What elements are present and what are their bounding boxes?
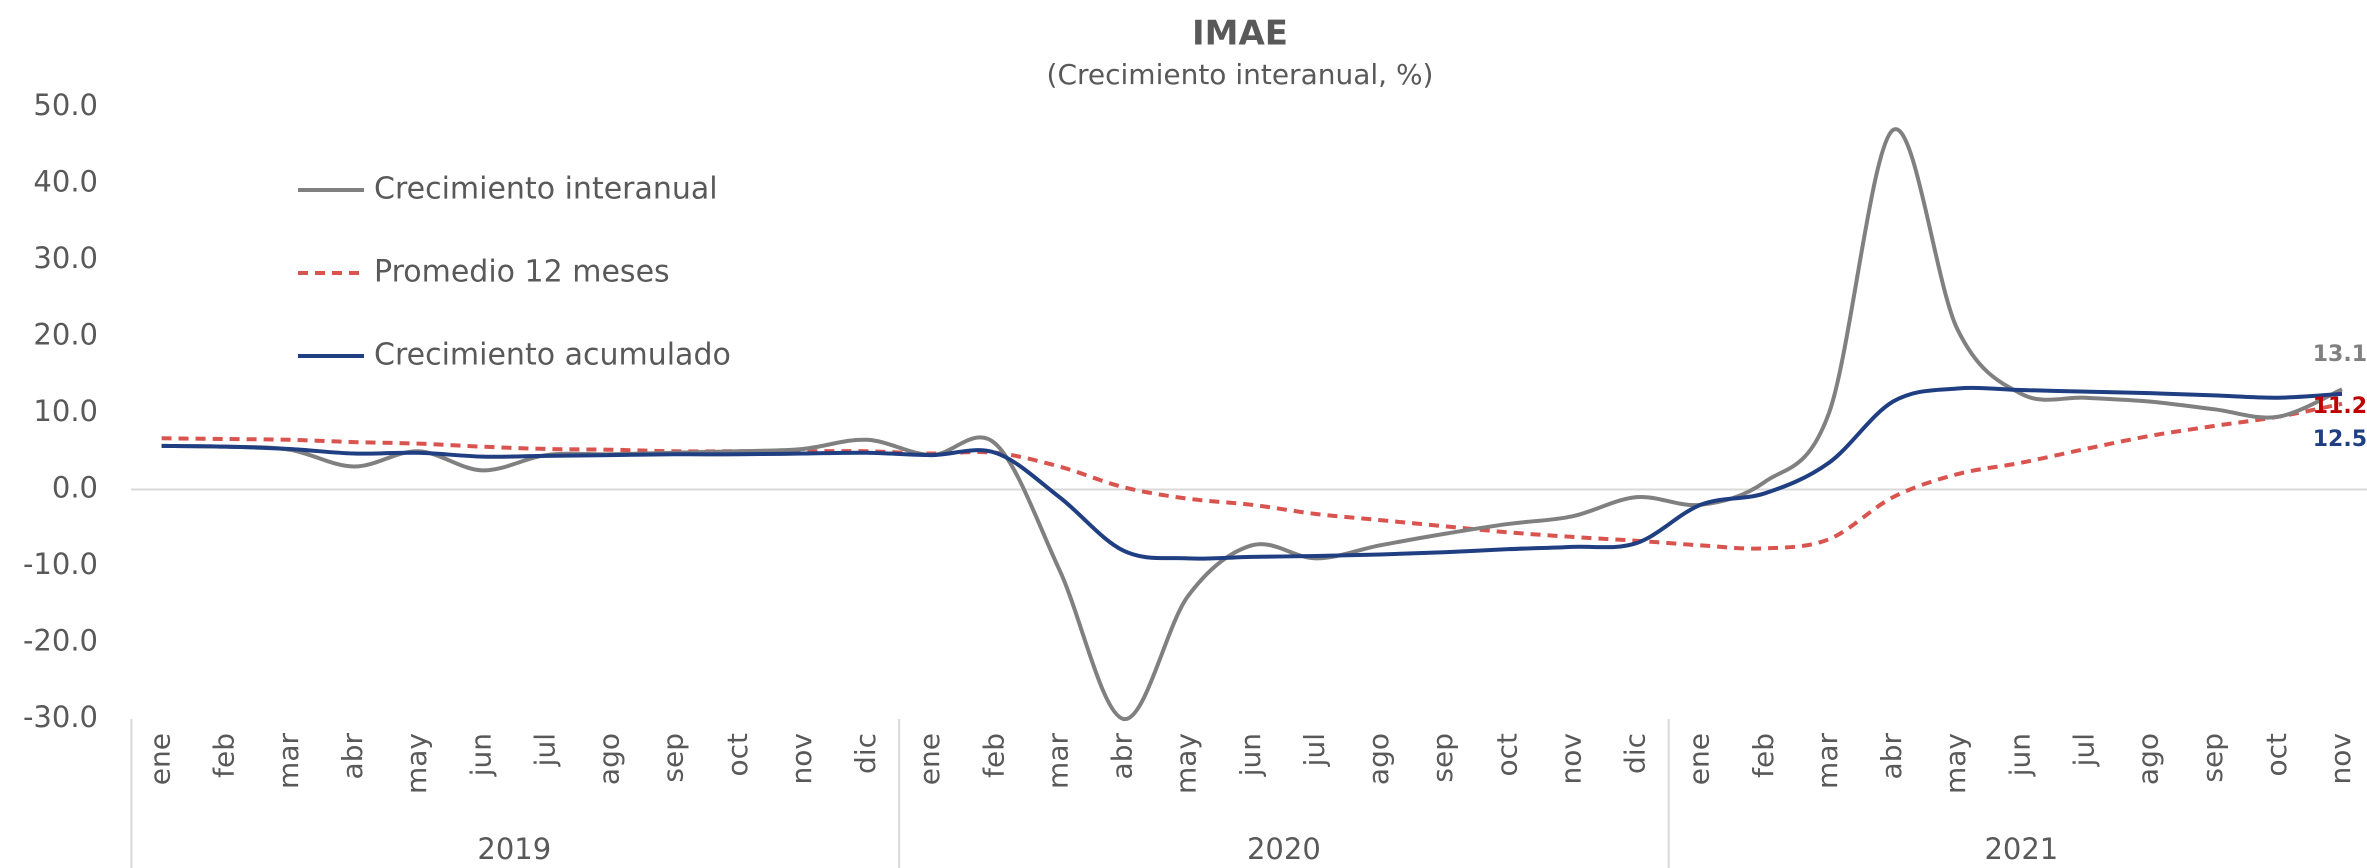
x-tick-label: sep <box>657 733 690 783</box>
x-tick-label: jun <box>1234 733 1267 777</box>
x-tick-label: ago <box>593 733 626 785</box>
x-tick-label: ene <box>144 733 177 785</box>
y-tick-label: -20.0 <box>23 624 98 658</box>
x-tick-label: dic <box>1619 733 1652 774</box>
x-tick-label: may <box>1170 733 1203 794</box>
x-tick-label: ene <box>913 733 946 785</box>
chart-title: IMAE <box>1192 14 1288 54</box>
y-tick-label: 10.0 <box>33 394 98 428</box>
group-label: 2020 <box>1247 832 1321 866</box>
x-tick-label: nov <box>2324 733 2357 784</box>
x-tick-label: may <box>1939 733 1972 794</box>
x-tick-label: oct <box>2260 733 2293 777</box>
y-tick-label: 0.0 <box>52 471 98 505</box>
legend-label: Crecimiento acumulado <box>374 338 731 373</box>
y-tick-label: 20.0 <box>33 318 98 352</box>
x-tick-label: ago <box>2132 733 2165 785</box>
x-tick-label: mar <box>1041 733 1074 789</box>
y-tick-label: 40.0 <box>33 165 98 199</box>
x-tick-label: sep <box>2196 733 2229 783</box>
x-tick-label: jul <box>1298 733 1331 767</box>
y-tick-label: 50.0 <box>33 88 98 122</box>
group-label: 2021 <box>1984 832 2058 866</box>
x-tick-label: mar <box>1811 733 1844 789</box>
series-line <box>161 401 2343 551</box>
x-tick-label: dic <box>849 733 882 774</box>
chart-subtitle: (Crecimiento interanual, %) <box>1047 58 1434 91</box>
x-tick-label: abr <box>1875 733 1908 780</box>
y-tick-label: 30.0 <box>33 241 98 275</box>
legend-label: Promedio 12 meses <box>374 255 670 290</box>
data-label: 12.5 <box>2313 427 2367 452</box>
x-tick-label: abr <box>336 733 369 780</box>
x-tick-label: jul <box>528 733 561 767</box>
x-tick-label: ene <box>1683 733 1716 785</box>
data-label: 13.1 <box>2313 342 2367 367</box>
y-tick-label: -30.0 <box>23 700 98 734</box>
x-tick-label: feb <box>208 733 241 778</box>
x-tick-label: oct <box>1490 733 1523 777</box>
series-line <box>161 385 2343 561</box>
series-line <box>161 127 2343 721</box>
x-tick-label: may <box>400 733 433 794</box>
x-tick-label: mar <box>272 733 305 789</box>
legend-label: Crecimiento interanual <box>374 172 718 207</box>
x-tick-label: jun <box>464 733 497 777</box>
x-tick-label: feb <box>977 733 1010 778</box>
x-tick-label: nov <box>1554 733 1587 784</box>
x-tick-label: nov <box>785 733 818 784</box>
x-tick-label: sep <box>1426 733 1459 783</box>
x-tick-label: oct <box>721 733 754 777</box>
x-tick-label: feb <box>1747 733 1780 778</box>
data-label: 11.2 <box>2313 394 2367 419</box>
group-label: 2019 <box>477 832 551 866</box>
x-tick-label: jul <box>2068 733 2101 767</box>
x-tick-label: ago <box>1362 733 1395 785</box>
x-tick-label: jun <box>2003 733 2036 777</box>
x-tick-label: abr <box>1106 733 1139 780</box>
y-tick-label: -10.0 <box>23 547 98 581</box>
